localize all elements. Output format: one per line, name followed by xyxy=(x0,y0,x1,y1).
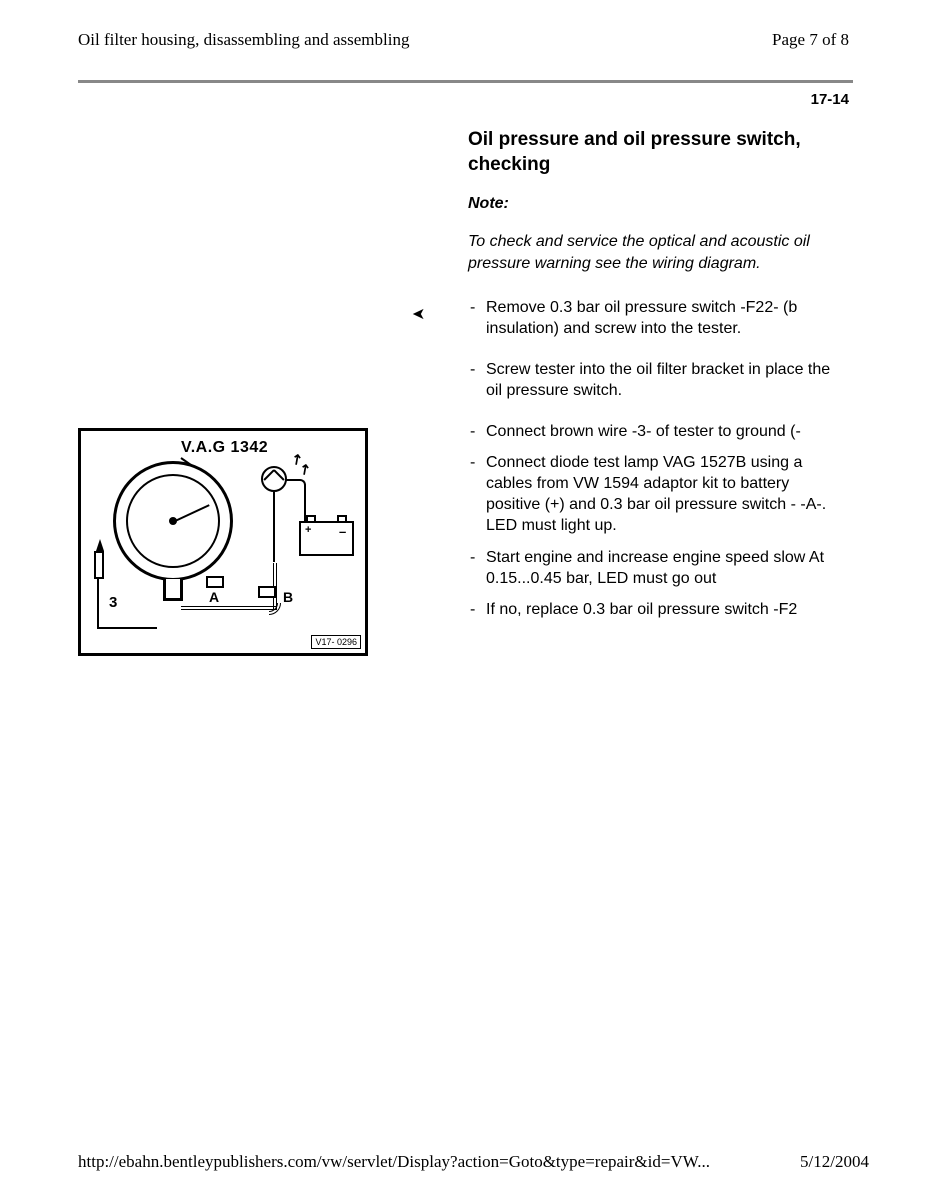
step-item: Start engine and increase engine speed s… xyxy=(468,547,833,589)
figure-id: V17- 0296 xyxy=(311,635,361,649)
switch-b-icon xyxy=(258,586,276,598)
tool-label: V.A.G 1342 xyxy=(181,439,268,457)
text-column: Oil pressure and oil pressure switch, ch… xyxy=(438,128,833,656)
switch-b-label: B xyxy=(283,589,293,605)
step-item: Remove 0.3 bar oil pressure switch -F22-… xyxy=(468,297,833,339)
document-page: Oil filter housing, disassembling and as… xyxy=(0,0,927,1200)
note-body: To check and service the optical and aco… xyxy=(468,231,833,274)
step-item: If no, replace 0.3 bar oil pressure swit… xyxy=(468,599,833,620)
step-item: Screw tester into the oil filter bracket… xyxy=(468,359,833,401)
step-list-a: Remove 0.3 bar oil pressure switch -F22-… xyxy=(468,297,833,401)
header-rule xyxy=(78,80,853,83)
section-number: 17-14 xyxy=(0,91,927,108)
test-lamp-icon xyxy=(261,466,287,492)
lamp-wire-icon xyxy=(273,492,275,562)
figure-column: V.A.G 1342 A B ↗ ↗ xyxy=(78,128,438,656)
battery-minus-label: – xyxy=(339,524,346,539)
tester-diagram: V.A.G 1342 A B ↗ ↗ xyxy=(78,428,368,656)
step-item: Connect brown wire -3- of tester to grou… xyxy=(468,421,833,442)
pointer-icon: ➤ xyxy=(412,304,425,324)
pressure-gauge-icon xyxy=(113,461,233,581)
battery-wire-icon xyxy=(286,479,306,524)
pipe-horizontal-icon xyxy=(181,606,276,610)
section-title: Oil pressure and oil pressure switch, ch… xyxy=(468,128,833,177)
step-item: Connect diode test lamp VAG 1527B using … xyxy=(468,452,833,536)
page-footer: http://ebahn.bentleypublishers.com/vw/se… xyxy=(78,1152,869,1172)
header-page-number: Page 7 of 8 xyxy=(772,30,849,50)
light-ray-icon: ↗ xyxy=(295,459,314,480)
content-row: V.A.G 1342 A B ↗ ↗ xyxy=(0,108,927,656)
footer-date: 5/12/2004 xyxy=(800,1152,869,1172)
header-title: Oil filter housing, disassembling and as… xyxy=(78,30,409,50)
page-header: Oil filter housing, disassembling and as… xyxy=(0,30,927,50)
probe-tip-icon xyxy=(96,539,104,551)
probe-wire-icon xyxy=(97,627,157,629)
switch-a-icon xyxy=(206,576,224,588)
footer-url: http://ebahn.bentleypublishers.com/vw/se… xyxy=(78,1152,710,1172)
probe-icon xyxy=(94,551,104,579)
pipe-corner-icon xyxy=(269,603,281,615)
note-heading: Note: xyxy=(468,195,833,213)
gauge-stem-icon xyxy=(163,579,183,601)
wire-3-label: 3 xyxy=(109,594,117,611)
step-list-b: Connect brown wire -3- of tester to grou… xyxy=(468,421,833,620)
battery-plus-label: + xyxy=(305,524,311,536)
switch-a-label: A xyxy=(209,589,219,605)
probe-wire-icon xyxy=(97,579,99,629)
